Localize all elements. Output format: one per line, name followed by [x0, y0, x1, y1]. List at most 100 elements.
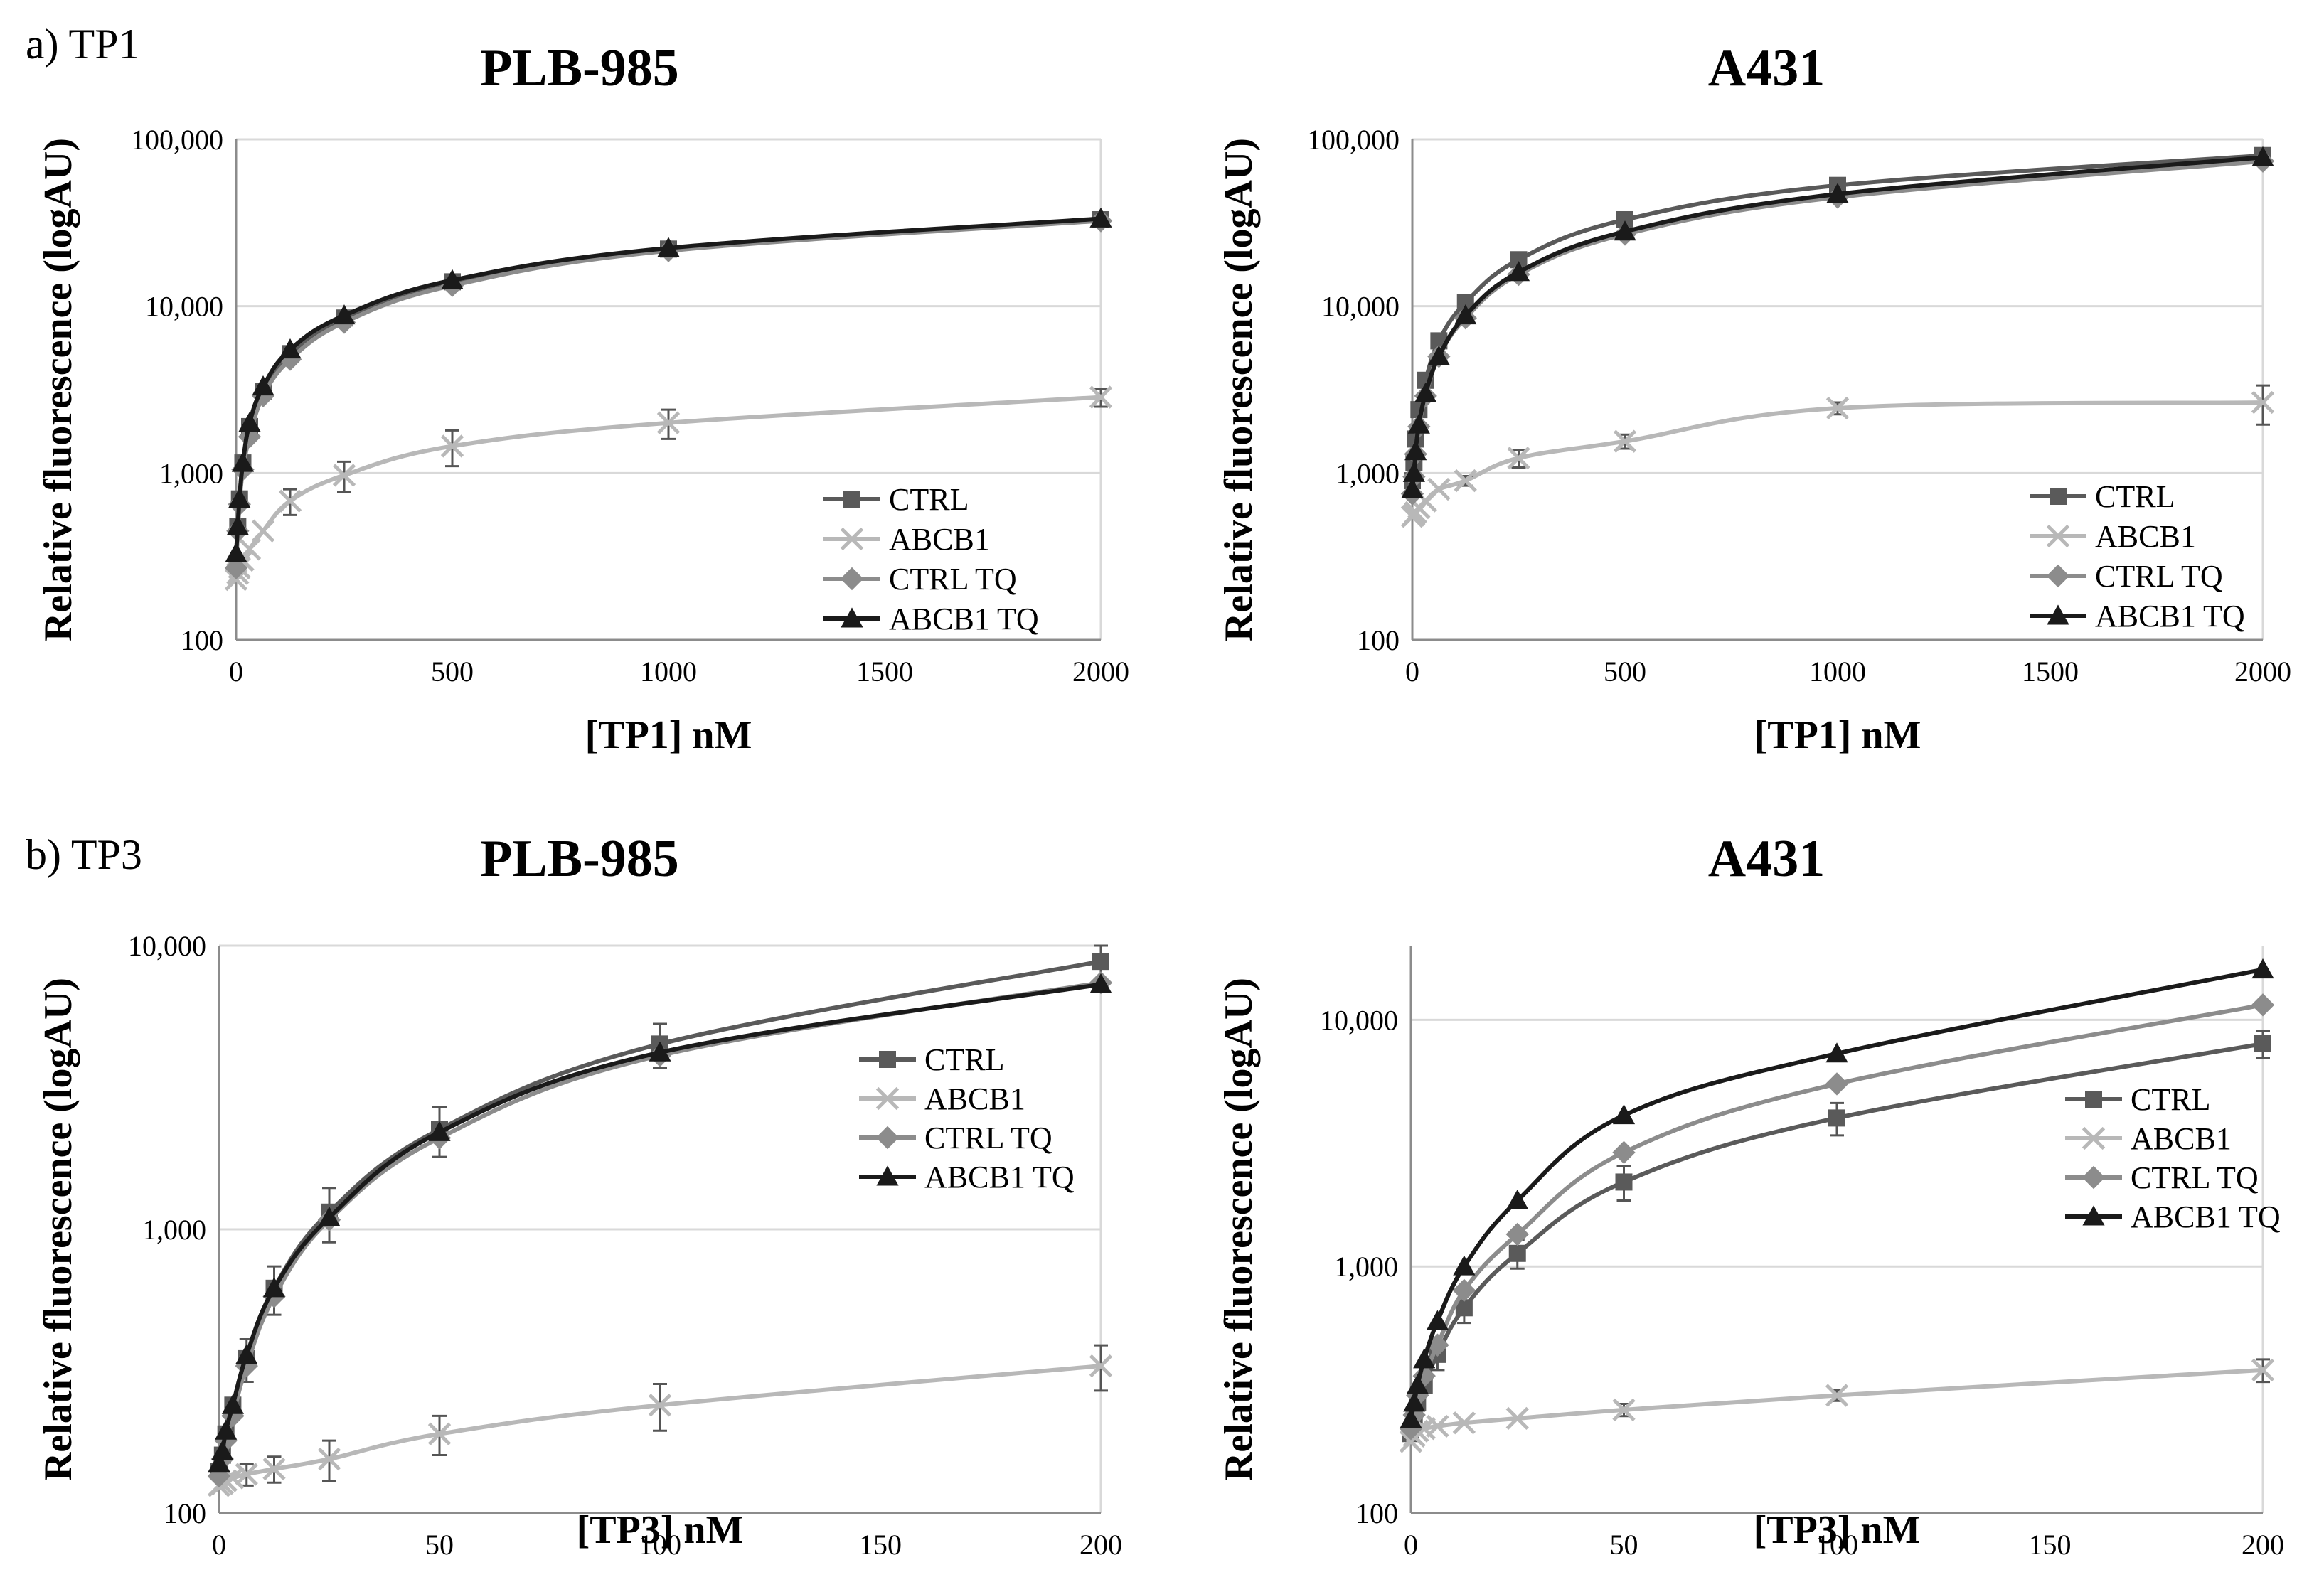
- data-point-abcb1: [1089, 385, 1113, 409]
- legend-marker-ctrl: [2085, 1091, 2102, 1108]
- data-point-abcb1: [1612, 1398, 1636, 1422]
- panel-label-a: a) TP1: [26, 21, 140, 68]
- data-point-abcb1: [1426, 1414, 1449, 1438]
- legend-label-abcb1-tq: ABCB1 TQ: [889, 602, 1039, 636]
- data-point-abcb1-tq: [1089, 973, 1112, 994]
- x-tick-label: 1000: [1809, 656, 1866, 688]
- legend-label-abcb1-tq: ABCB1 TQ: [924, 1160, 1075, 1194]
- data-point-abcb1-tq: [1426, 1310, 1449, 1330]
- data-point-abcb1: [1089, 1354, 1113, 1378]
- legend-marker-ctrl-tq: [2082, 1165, 2106, 1190]
- series-abcb1-tq: [1401, 146, 2274, 498]
- data-point-ctrl: [1508, 1244, 1526, 1262]
- data-point-abcb1: [1825, 396, 1850, 420]
- series-line-abcb1: [1409, 1367, 2264, 1443]
- data-point-ctrl: [1828, 1109, 1845, 1127]
- data-point-abcb1-tq: [231, 451, 255, 472]
- data-point-abcb1-tq: [211, 1440, 234, 1460]
- data-point-abcb1-tq: [1427, 345, 1450, 365]
- data-point-abcb1: [656, 411, 681, 434]
- legend-marker-ctrl: [2050, 488, 2067, 505]
- data-point-abcb1: [1452, 1411, 1476, 1435]
- data-point-ctrl-tq: [1399, 1417, 1423, 1441]
- data-point-abcb1-tq: [1454, 304, 1477, 325]
- x-tick-label: 2000: [2234, 656, 2291, 688]
- series-abcb1: [224, 385, 1113, 592]
- data-point-abcb1-tq: [649, 1041, 671, 1062]
- data-point-abcb1-tq: [1402, 461, 1425, 482]
- legend-marker-abcb1: [2046, 524, 2070, 548]
- x-tick-label: 0: [212, 1529, 226, 1561]
- data-point-abcb1-tq: [333, 304, 356, 325]
- y-tick-label: 100: [164, 1497, 206, 1529]
- chart-tp3-plb985: 100 1,000 10,000 0 50 100 150 200 PLB-985 [TP3] n…: [36, 830, 1122, 1561]
- x-tick-label: 2000: [1072, 656, 1129, 688]
- data-point-abcb1-tq: [1453, 1255, 1476, 1276]
- data-point-abcb1: [1505, 1406, 1529, 1431]
- legend-label-abcb1: ABCB1: [2095, 519, 2196, 554]
- x-tick-label: 1500: [856, 656, 913, 688]
- legend-marker-abcb1: [840, 527, 864, 551]
- y-tick-label: 1,000: [1336, 457, 1400, 489]
- data-point-abcb1-tq: [1507, 261, 1530, 282]
- y-axis-label: Relative fluorescence (logAU): [1217, 978, 1261, 1481]
- data-point-ctrl-tq: [1825, 1072, 1849, 1096]
- data-point-ctrl-tq: [278, 348, 302, 371]
- data-point-abcb1-tq: [318, 1206, 341, 1226]
- x-tick-label: 500: [1604, 656, 1646, 688]
- series-line-abcb1-tq: [234, 216, 1102, 554]
- y-tick-label: 100: [181, 624, 223, 656]
- chart-title: PLB-985: [480, 39, 679, 97]
- data-point-abcb1-tq: [208, 1452, 230, 1473]
- data-point-abcb1-tq: [221, 1394, 245, 1414]
- data-point-abcb1-tq: [1400, 1408, 1422, 1428]
- data-point-abcb1-tq: [235, 1344, 258, 1364]
- x-tick-label: 0: [1405, 656, 1419, 688]
- data-point-ctrl-tq: [1412, 1364, 1436, 1388]
- legend-marker-ctrl-tq: [840, 567, 864, 591]
- data-point-abcb1-tq: [225, 542, 247, 562]
- data-point-ctrl: [2254, 1035, 2271, 1053]
- data-point-abcb1: [1825, 1384, 1849, 1407]
- legend-marker-ctrl: [879, 1051, 896, 1068]
- legend-marker-abcb1: [2082, 1126, 2106, 1150]
- legend-label-ctrl-tq: CTRL TQ: [889, 562, 1017, 597]
- x-axis-label: [TP1] nM: [585, 713, 752, 757]
- legend-label-abcb1-tq: ABCB1 TQ: [2131, 1199, 2281, 1234]
- data-point-abcb1-tq: [1404, 440, 1427, 461]
- x-tick-label: 200: [2242, 1529, 2284, 1561]
- data-point-abcb1-tq: [238, 412, 261, 432]
- x-tick-label: 1500: [2022, 656, 2079, 688]
- x-tick-label: 200: [1080, 1529, 1122, 1561]
- data-point-abcb1: [2251, 390, 2275, 415]
- data-point-abcb1: [235, 1463, 258, 1486]
- data-point-abcb1: [648, 1394, 672, 1417]
- data-point-abcb1-tq: [657, 237, 680, 257]
- legend-marker-ctrl: [843, 491, 860, 508]
- legend-marker-abcb1-tq: [841, 607, 863, 628]
- x-tick-label: 100: [639, 1529, 681, 1561]
- data-point-ctrl: [1092, 953, 1109, 971]
- series-abcb1: [1399, 1358, 2275, 1453]
- y-tick-label: 100,000: [1307, 124, 1400, 156]
- series-ctrl: [228, 210, 1109, 574]
- legend-marker-abcb1-tq: [876, 1165, 899, 1186]
- data-point-abcb1: [1613, 429, 1637, 453]
- data-point-abcb1-tq: [1406, 1374, 1429, 1394]
- y-tick-label: 10,000: [128, 930, 206, 962]
- data-point-abcb1-tq: [226, 515, 249, 535]
- y-tick-label: 10,000: [1320, 1004, 1398, 1036]
- data-point-abcb1-tq: [1826, 183, 1849, 203]
- legend-label-ctrl: CTRL: [2131, 1082, 2210, 1117]
- x-tick-label: 0: [229, 656, 243, 688]
- chart-title: A431: [1708, 830, 1825, 888]
- legend-label-ctrl: CTRL: [2095, 479, 2175, 514]
- legend-label-abcb1: ABCB1: [924, 1081, 1025, 1116]
- data-point-abcb1-tq: [1506, 1189, 1529, 1210]
- data-point-abcb1-tq: [252, 375, 274, 396]
- data-point-ctrl-tq: [221, 1404, 245, 1428]
- x-tick-label: 150: [2029, 1529, 2072, 1561]
- series-abcb1: [1400, 384, 2275, 528]
- data-point-ctrl: [1615, 1173, 1633, 1191]
- data-point-abcb1-tq: [1401, 478, 1424, 498]
